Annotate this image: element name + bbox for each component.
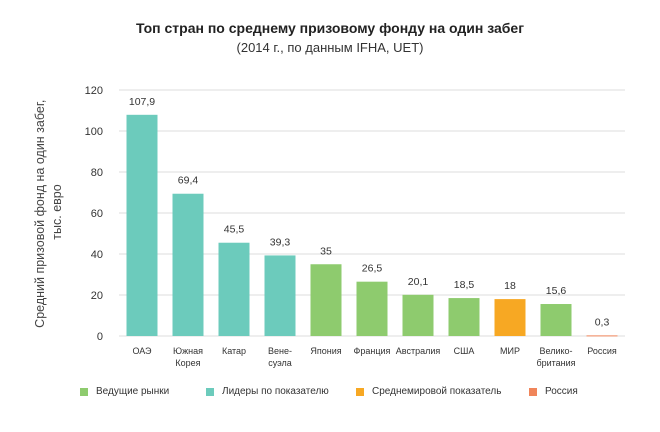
- bar-10: [586, 335, 618, 337]
- legend-item-markets: Ведущие рынки: [80, 386, 169, 397]
- category-label-9: Велико-британия: [536, 346, 575, 368]
- bar-0: [126, 114, 158, 337]
- value-label-8: 18: [504, 280, 516, 292]
- value-label-0: 107,9: [129, 96, 155, 108]
- legend-label-markets: Ведущие рынки: [96, 386, 170, 397]
- category-label-1: Южная Корея: [173, 346, 203, 368]
- value-label-5: 26,5: [362, 263, 383, 275]
- y-axis-label-line-1: Средний призовой фонд на один забег,: [33, 100, 47, 328]
- category-label-7: США: [454, 346, 475, 356]
- value-label-10: 0,3: [595, 316, 610, 328]
- y-axis-label-line-2: тыс. евро: [50, 184, 64, 239]
- category-label-3-line-0: Вене-: [268, 346, 292, 356]
- category-label-10-line-0: Россия: [587, 346, 617, 356]
- category-labels: ОАЭ Южная Корея Катар Вене-суэла Япония Франци…: [132, 346, 616, 368]
- bar-8: [494, 299, 526, 336]
- category-label-4-line-0: Япония: [310, 346, 341, 356]
- y-axis-ticks: 0 20 40 60 80 100 120: [85, 85, 103, 343]
- bar-2: [218, 242, 250, 336]
- bar-6: [402, 294, 434, 336]
- value-label-9: 15,6: [546, 285, 567, 297]
- legend-swatch-russia: [529, 387, 537, 396]
- legend-label-world: Среднемировой показатель: [372, 386, 502, 397]
- bar-4: [310, 264, 342, 336]
- category-label-7-line-0: США: [454, 346, 475, 356]
- legend-swatch-leaders: [206, 387, 214, 396]
- y-tick-label-80: 80: [91, 167, 103, 179]
- value-label-7: 18,5: [454, 279, 475, 291]
- category-label-1-line-0: Южная: [173, 346, 203, 356]
- legend-label-leaders: Лидеры по показателю: [222, 386, 329, 397]
- category-label-3-line-1: суэла: [268, 358, 292, 368]
- legend-label-russia: Россия: [545, 386, 578, 397]
- y-axis-label: Средний призовой фонд на один забег, тыс…: [33, 96, 64, 328]
- category-label-3: Вене-суэла: [268, 346, 292, 368]
- legend: Ведущие рынки Лидеры по показателю Среднем…: [0, 386, 660, 402]
- category-label-10: Россия: [587, 346, 617, 356]
- value-label-1: 69,4: [178, 175, 199, 187]
- category-label-9-line-1: британия: [536, 358, 575, 368]
- bars: [126, 114, 618, 337]
- category-label-0-line-0: ОАЭ: [132, 346, 152, 356]
- value-label-6: 20,1: [408, 276, 429, 288]
- category-label-5-line-0: Франция: [354, 346, 391, 356]
- legend-item-world: Среднемировой показатель: [356, 386, 501, 397]
- y-tick-label-60: 60: [91, 208, 103, 220]
- value-label-2: 45,5: [224, 224, 245, 236]
- category-label-1-line-1: Корея: [175, 358, 200, 368]
- category-label-6: Австралия: [396, 346, 441, 356]
- y-tick-label-120: 120: [85, 85, 103, 97]
- legend-swatch-markets: [80, 387, 88, 396]
- category-label-0: ОАЭ: [132, 346, 152, 356]
- chart-title: Топ стран по среднему призовому фонду на…: [135, 20, 525, 36]
- category-label-8: МИР: [500, 346, 520, 356]
- legend-item-russia: Россия: [529, 386, 578, 397]
- category-label-6-line-0: Австралия: [396, 346, 441, 356]
- y-tick-label-100: 100: [85, 126, 103, 138]
- legend-item-leaders: Лидеры по показателю: [206, 386, 329, 397]
- bar-5: [356, 281, 388, 336]
- category-label-5: Франция: [354, 346, 391, 356]
- category-label-8-line-0: МИР: [500, 346, 520, 356]
- bar-3: [264, 255, 296, 336]
- category-label-2-line-0: Катар: [222, 346, 246, 356]
- legend-swatch-world: [356, 387, 364, 396]
- bar-1: [172, 193, 204, 336]
- value-labels: 107,9 69,4 45,5 39,3 35 26,5 20,1 18,5 18 15,6 0,3: [129, 96, 610, 329]
- y-tick-label-0: 0: [97, 331, 103, 343]
- value-label-3: 39,3: [270, 236, 291, 248]
- value-label-4: 35: [320, 245, 332, 257]
- bar-7: [448, 298, 480, 336]
- chart-subtitle: (2014 г., по данным IFHA, UET): [236, 40, 424, 55]
- category-label-2: Катар: [222, 346, 246, 356]
- y-tick-label-20: 20: [91, 290, 103, 302]
- bar-9: [540, 304, 572, 336]
- y-tick-label-40: 40: [91, 249, 103, 261]
- category-label-4: Япония: [310, 346, 341, 356]
- category-label-9-line-0: Велико-: [539, 346, 572, 356]
